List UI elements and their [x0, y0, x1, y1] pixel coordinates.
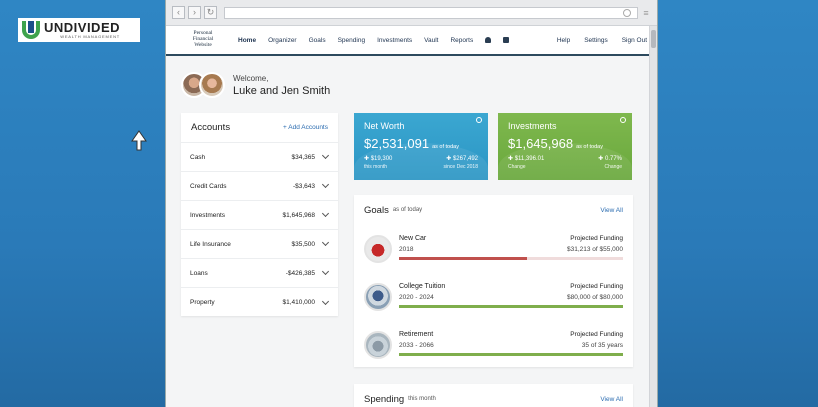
goals-title: Goals: [364, 204, 389, 216]
investments-change-amount: $11,396.01: [514, 156, 545, 162]
goal-college-tuition[interactable]: College Tuition 2020 - 2024 Projected Fu…: [364, 279, 623, 319]
page-scrollbar[interactable]: [649, 26, 657, 407]
investments-value: $1,645,968: [508, 136, 574, 151]
menu-icon[interactable]: ≡: [643, 7, 649, 18]
dashboard-content: Welcome, Luke and Jen Smith Accounts + A…: [166, 58, 649, 407]
investments-tile[interactable]: Investments $1,645,968 as of today ✚ $11,…: [498, 113, 632, 180]
nav-spending[interactable]: Spending: [337, 36, 366, 44]
goal-progress-bar: [399, 257, 623, 260]
gear-icon[interactable]: [620, 117, 626, 123]
account-row-loans[interactable]: Loans -$426,385: [181, 259, 338, 288]
accounts-title: Accounts: [191, 122, 231, 133]
accounts-panel: Accounts + Add Accounts Cash $34,365 Cred…: [181, 113, 338, 316]
chevron-down-icon[interactable]: [321, 297, 330, 305]
gear-icon[interactable]: [476, 117, 482, 123]
add-accounts-link[interactable]: + Add Accounts: [283, 124, 328, 131]
graduation-icon: [364, 283, 392, 311]
goals-panel: Goals as of today View All New Car 2018 …: [354, 195, 633, 367]
nav-home[interactable]: Home: [238, 36, 257, 44]
chevron-down-icon[interactable]: [321, 209, 330, 218]
account-row-life-insurance[interactable]: Life Insurance $35,500: [181, 230, 338, 259]
welcome-greeting: Welcome,: [233, 73, 269, 83]
avatar: [199, 72, 225, 98]
goal-progress-bar: [399, 305, 623, 308]
chevron-down-icon[interactable]: [321, 238, 330, 247]
nav-vault[interactable]: Vault: [424, 36, 439, 44]
account-row-investments[interactable]: Investments $1,645,968: [181, 201, 338, 230]
bell-icon[interactable]: [485, 37, 492, 43]
account-row-cash[interactable]: Cash $34,365: [181, 143, 338, 172]
undivided-logo: UNDIVIDED WEALTH MANAGEMENT: [18, 18, 140, 42]
house-icon: [364, 331, 392, 359]
net-worth-since-change: $267,492: [452, 156, 478, 162]
nav-reports[interactable]: Reports: [450, 36, 474, 44]
logo-name: UNDIVIDED: [44, 20, 121, 35]
goal-retirement[interactable]: Retirement 2033 - 2066 Projected Funding…: [364, 327, 623, 367]
net-worth-month-change: $19,300: [370, 156, 393, 162]
goals-view-all-link[interactable]: View All: [600, 206, 623, 214]
account-row-property[interactable]: Property $1,410,000: [181, 288, 338, 317]
back-icon[interactable]: ‹: [172, 6, 185, 19]
investments-change-percent: 0.77%: [604, 156, 622, 162]
nav-settings[interactable]: Settings: [584, 36, 608, 44]
welcome-header: Welcome, Luke and Jen Smith: [181, 72, 330, 98]
nav-goals[interactable]: Goals: [308, 36, 326, 44]
spending-panel: Spending this month View All: [354, 384, 633, 407]
nav-organizer[interactable]: Organizer: [268, 36, 297, 44]
goal-new-car[interactable]: New Car 2018 Projected Funding $31,213 o…: [364, 231, 623, 271]
browser-toolbar: ‹ › ↻ ≡: [166, 0, 657, 26]
goal-progress-bar: [399, 353, 623, 356]
account-row-credit-cards[interactable]: Credit Cards -$3,643: [181, 172, 338, 201]
car-icon: [364, 235, 392, 263]
logo-mark-icon: [22, 21, 40, 39]
checklist-icon[interactable]: [503, 37, 510, 43]
forward-icon[interactable]: ›: [188, 6, 201, 19]
address-bar[interactable]: [224, 6, 638, 19]
refresh-icon[interactable]: ↻: [204, 6, 217, 19]
spending-view-all-link[interactable]: View All: [600, 395, 623, 403]
net-worth-tile[interactable]: Net Worth $2,531,091 as of today ✚ $19,30…: [354, 113, 488, 180]
spending-title: Spending: [364, 393, 405, 405]
browser-window: ‹ › ↻ ≡ Personal Financial Website Home Or…: [165, 0, 658, 407]
net-worth-title: Net Worth: [364, 121, 405, 131]
nav-help[interactable]: Help: [556, 36, 571, 44]
nav-sign-out[interactable]: Sign Out: [621, 36, 647, 44]
chevron-down-icon[interactable]: [321, 267, 330, 276]
mouse-cursor-icon: [131, 130, 147, 151]
chevron-down-icon[interactable]: [321, 151, 330, 160]
top-navigation: Personal Financial Website Home Organizer …: [166, 26, 657, 56]
logo-tagline: WEALTH MANAGEMENT: [60, 34, 121, 39]
net-worth-value: $2,531,091: [364, 136, 430, 151]
user-name: Luke and Jen Smith: [233, 84, 331, 97]
investments-title: Investments: [508, 121, 557, 131]
reload-icon[interactable]: [623, 8, 631, 17]
nav-investments[interactable]: Investments: [377, 36, 413, 44]
chevron-down-icon[interactable]: [321, 180, 330, 189]
site-brand[interactable]: Personal Financial Website: [192, 30, 214, 48]
